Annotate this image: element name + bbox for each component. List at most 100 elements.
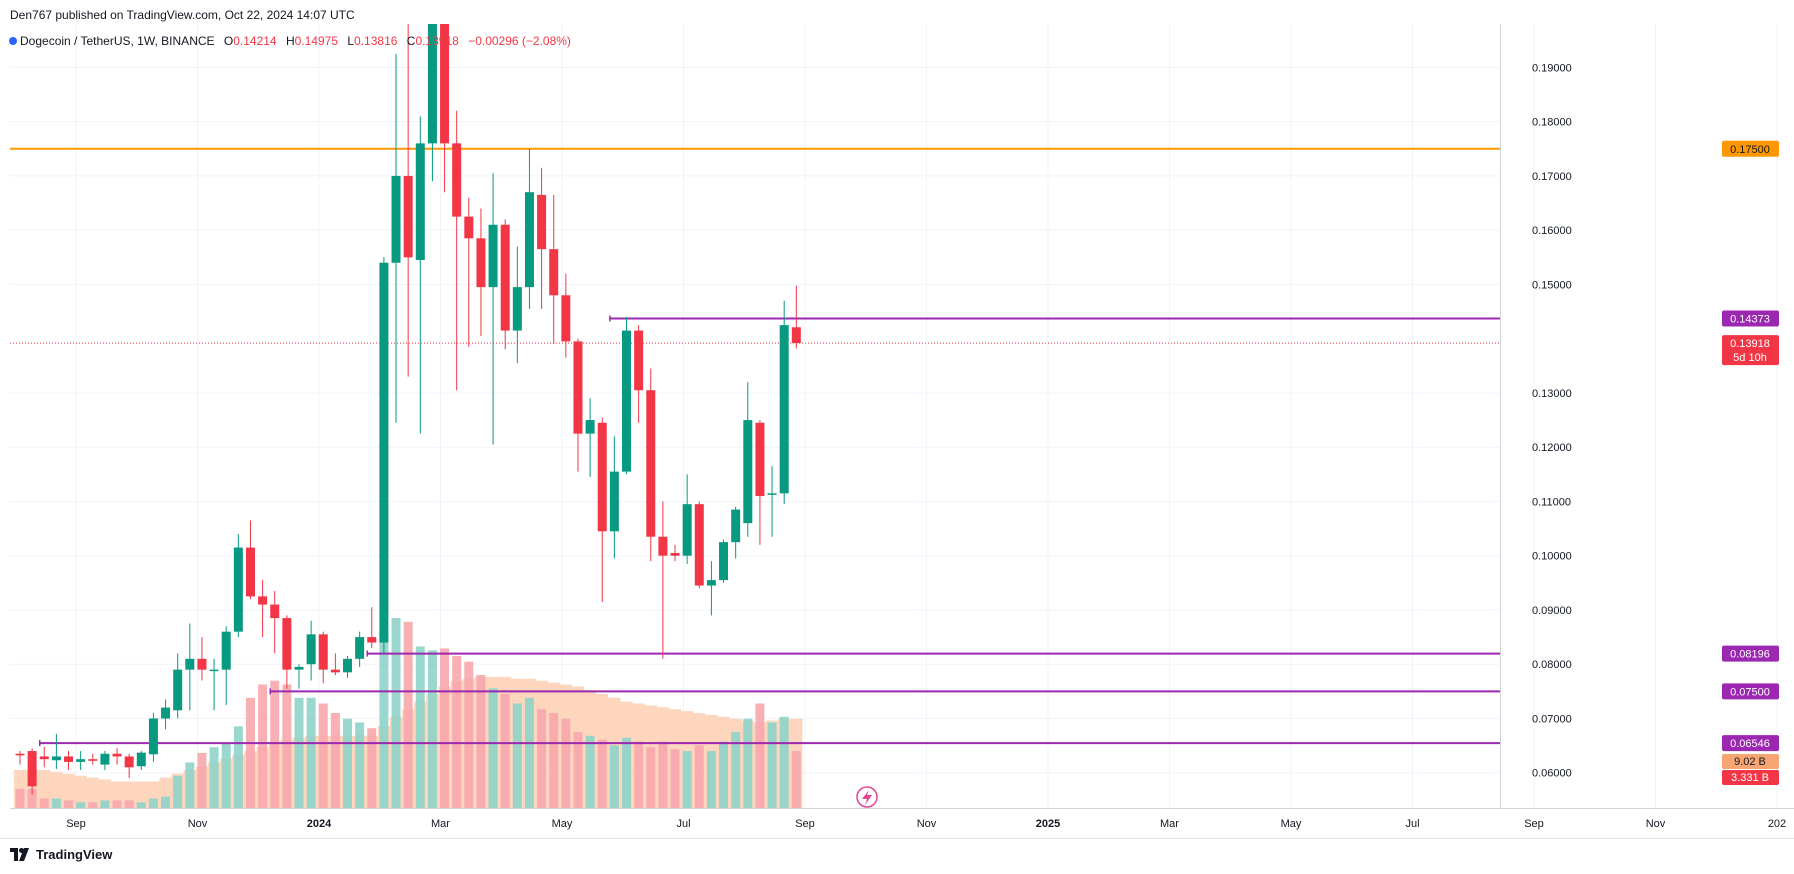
volume-bar [343,718,353,808]
candle-body[interactable] [76,759,86,762]
candle-body[interactable] [561,295,571,342]
candle-body[interactable] [719,542,729,581]
candle-body[interactable] [391,175,401,263]
footer: TradingView [10,847,112,862]
volume-bar [88,802,98,808]
countdown-label: 5d 10h [1733,352,1767,364]
candle-body[interactable] [148,718,158,755]
candle-body[interactable] [355,637,365,659]
candle-body[interactable] [537,194,547,250]
volume-pane [13,618,803,808]
candle-body[interactable] [185,658,195,670]
candle-body[interactable] [245,547,255,597]
candle-body[interactable] [88,759,98,761]
candle-body[interactable] [706,580,716,586]
volume-bar [148,798,158,808]
volume-bar [452,656,462,808]
volume-bar [597,739,607,808]
level-price-badge[interactable] [1722,310,1779,327]
volume-bar [124,800,134,808]
candle-body[interactable] [779,325,789,494]
volume-bar [185,762,195,808]
candle-body[interactable] [573,341,583,434]
last-price-badge[interactable] [1722,335,1779,366]
candle-body[interactable] [524,192,534,288]
candle-body[interactable] [670,552,680,556]
volume-bar [755,703,765,808]
candle-body[interactable] [294,666,304,670]
candle-body[interactable] [15,753,25,756]
candle-body[interactable] [791,327,801,344]
candle-body[interactable] [270,604,280,619]
level-price-badge[interactable] [1722,645,1779,662]
candle-body[interactable] [427,24,437,144]
candle-body[interactable] [64,756,74,762]
volume-bar [622,737,631,808]
candle-body[interactable] [694,504,704,586]
legend-o-value: 0.14214 [233,34,277,48]
candle-body[interactable] [318,634,328,670]
candle-body[interactable] [476,238,486,288]
candle-body[interactable] [549,249,559,296]
candle-body[interactable] [233,547,243,632]
level-price-badge[interactable] [1722,735,1779,752]
candle-body[interactable] [173,669,183,711]
candle-body[interactable] [51,756,61,761]
volume-bar [330,713,340,808]
tradingview-logo-icon[interactable] [10,847,30,862]
candle-body[interactable] [743,420,753,524]
candle-body[interactable] [658,536,668,556]
candle-body[interactable] [27,751,37,787]
candle-body[interactable] [100,753,110,765]
lightning-icon[interactable] [856,786,878,808]
candle-body[interactable] [221,631,231,670]
time-axis: Sep Nov 2024 Mar May Jul Sep Nov 2025 Mar May Jul Se… [0,808,1794,839]
candle-body[interactable] [379,262,389,643]
legend-c-value: 0.13918 [415,34,459,48]
candle-body[interactable] [112,753,122,757]
volume-bar [245,697,255,808]
candle-body[interactable] [197,658,207,670]
candle-body[interactable] [646,390,656,537]
candle-body[interactable] [343,658,353,673]
volume-bar [476,675,486,808]
candle-body[interactable] [755,422,765,497]
level-price-label: 0.07500 [1730,686,1770,698]
tradingview-brand[interactable]: TradingView [36,847,113,862]
candle-body[interactable] [282,618,292,670]
candle-body[interactable] [731,509,741,543]
candle-body[interactable] [682,504,692,556]
candle-body[interactable] [440,24,450,144]
candle-body[interactable] [367,637,377,643]
candle-body[interactable] [488,224,498,288]
candle-body[interactable] [767,493,777,495]
candle-body[interactable] [258,596,268,605]
candle-body[interactable] [622,330,631,472]
candle-body[interactable] [500,224,510,331]
candle-body[interactable] [597,422,607,532]
candle-body[interactable] [609,471,619,532]
candle-body[interactable] [161,707,171,719]
candle-body[interactable] [464,216,474,239]
candle-body[interactable] [403,175,413,258]
level-price-badge[interactable] [1722,683,1779,700]
candle-body[interactable] [452,143,462,217]
candle-body[interactable] [512,287,522,331]
volume-bar [561,718,571,808]
candle-body[interactable] [306,634,316,665]
level-price-label: 0.06546 [1730,738,1770,750]
candle-body[interactable] [124,756,134,768]
candle-body[interactable] [585,420,595,434]
candle-body[interactable] [39,756,49,760]
level-price-badge[interactable] [1722,140,1779,157]
symbol-legend: Dogecoin / TetherUS, 1W, BINANCE O0.1421… [9,34,571,48]
candle-body[interactable] [415,143,425,261]
volume-bar [646,747,656,808]
volume-bar [658,741,668,808]
candle-body[interactable] [634,330,644,391]
level-price-label: 0.08196 [1730,649,1770,661]
candle-body[interactable] [209,669,219,672]
candle-body[interactable] [330,669,340,673]
candle-body[interactable] [136,752,146,767]
